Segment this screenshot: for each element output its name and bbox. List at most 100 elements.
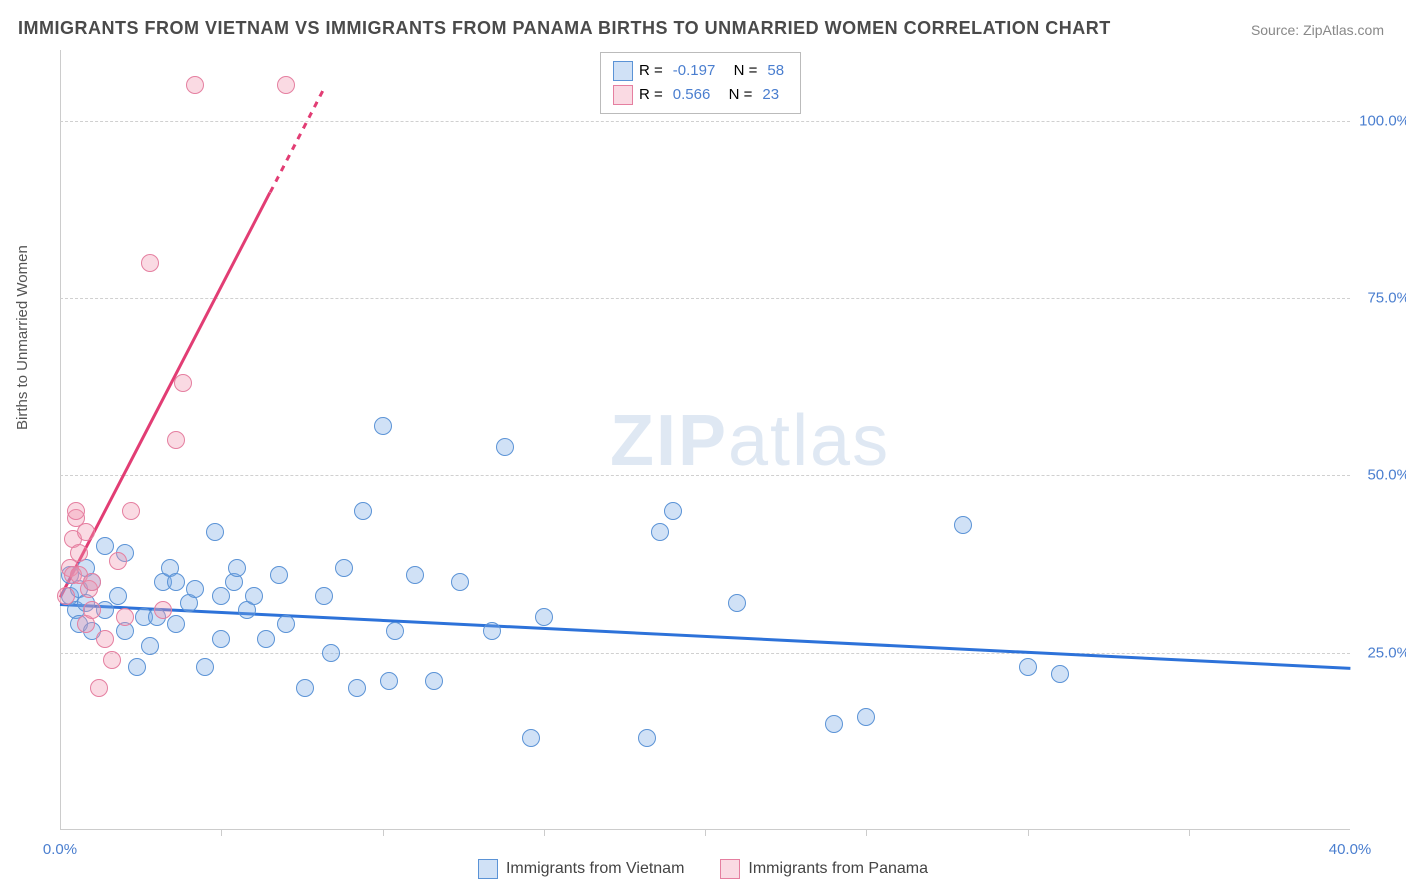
data-point xyxy=(638,729,656,747)
series-legend-item: Immigrants from Panama xyxy=(720,859,928,879)
data-point xyxy=(315,587,333,605)
legend-r-value: -0.197 xyxy=(673,59,716,83)
data-point xyxy=(425,672,443,690)
x-tick-mark xyxy=(221,830,222,836)
data-point xyxy=(857,708,875,726)
data-point xyxy=(954,516,972,534)
legend-row: R = 0.566 N = 23 xyxy=(613,83,788,107)
data-point xyxy=(196,658,214,676)
legend-r-label: R = xyxy=(639,59,663,83)
data-point xyxy=(406,566,424,584)
y-axis-label: Births to Unmarried Women xyxy=(14,245,31,430)
correlation-legend: R = -0.197 N = 58R = 0.566 N = 23 xyxy=(600,52,801,114)
source-attribution: Source: ZipAtlas.com xyxy=(1251,22,1384,38)
data-point xyxy=(228,559,246,577)
data-point xyxy=(374,417,392,435)
data-point xyxy=(664,502,682,520)
data-point xyxy=(141,637,159,655)
grid-line xyxy=(60,475,1350,476)
x-tick-mark xyxy=(1028,830,1029,836)
data-point xyxy=(483,622,501,640)
data-point xyxy=(206,523,224,541)
data-point xyxy=(57,587,75,605)
data-point xyxy=(380,672,398,690)
data-point xyxy=(496,438,514,456)
chart-title: IMMIGRANTS FROM VIETNAM VS IMMIGRANTS FR… xyxy=(18,18,1111,39)
grid-line xyxy=(60,298,1350,299)
data-point xyxy=(348,679,366,697)
legend-row: R = -0.197 N = 58 xyxy=(613,59,788,83)
y-axis-line xyxy=(60,50,61,830)
data-point xyxy=(90,679,108,697)
x-tick-label: 0.0% xyxy=(43,841,77,858)
data-point xyxy=(277,615,295,633)
data-point xyxy=(186,580,204,598)
series-legend-item: Immigrants from Vietnam xyxy=(478,859,684,879)
legend-r-label: R = xyxy=(639,83,663,107)
legend-n-label: N = xyxy=(720,83,752,107)
data-point xyxy=(335,559,353,577)
data-point xyxy=(83,601,101,619)
scatter-chart: ZIPatlas R = -0.197 N = 58R = 0.566 N = … xyxy=(60,50,1350,830)
y-tick-label: 75.0% xyxy=(1367,290,1406,307)
data-point xyxy=(296,679,314,697)
x-tick-mark xyxy=(1189,830,1190,836)
data-point xyxy=(354,502,372,520)
data-point xyxy=(141,254,159,272)
data-point xyxy=(386,622,404,640)
data-point xyxy=(277,76,295,94)
x-tick-mark xyxy=(383,830,384,836)
data-point xyxy=(116,608,134,626)
legend-r-value: 0.566 xyxy=(673,83,711,107)
data-point xyxy=(122,502,140,520)
legend-swatch xyxy=(613,61,633,81)
trend-line-dashed xyxy=(269,86,326,193)
data-point xyxy=(109,587,127,605)
data-point xyxy=(83,573,101,591)
legend-n-label: N = xyxy=(725,59,757,83)
data-point xyxy=(70,544,88,562)
grid-line xyxy=(60,653,1350,654)
data-point xyxy=(825,715,843,733)
data-point xyxy=(522,729,540,747)
data-point xyxy=(322,644,340,662)
data-point xyxy=(212,587,230,605)
watermark-rest: atlas xyxy=(728,401,890,481)
data-point xyxy=(270,566,288,584)
y-tick-label: 50.0% xyxy=(1367,467,1406,484)
data-point xyxy=(103,651,121,669)
legend-swatch xyxy=(613,85,633,105)
legend-n-value: 23 xyxy=(762,83,779,107)
data-point xyxy=(728,594,746,612)
x-tick-mark xyxy=(544,830,545,836)
series-legend: Immigrants from Vietnam Immigrants from P… xyxy=(0,859,1406,884)
data-point xyxy=(67,502,85,520)
x-tick-label: 40.0% xyxy=(1329,841,1372,858)
watermark: ZIPatlas xyxy=(610,400,890,482)
legend-n-value: 58 xyxy=(767,59,784,83)
legend-swatch xyxy=(720,859,740,879)
y-tick-label: 25.0% xyxy=(1367,644,1406,661)
data-point xyxy=(245,587,263,605)
grid-line xyxy=(60,121,1350,122)
data-point xyxy=(257,630,275,648)
x-tick-mark xyxy=(866,830,867,836)
data-point xyxy=(212,630,230,648)
data-point xyxy=(128,658,146,676)
data-point xyxy=(1051,665,1069,683)
data-point xyxy=(535,608,553,626)
data-point xyxy=(96,630,114,648)
series-name: Immigrants from Vietnam xyxy=(506,860,684,878)
data-point xyxy=(174,374,192,392)
data-point xyxy=(186,76,204,94)
x-tick-mark xyxy=(705,830,706,836)
data-point xyxy=(651,523,669,541)
data-point xyxy=(1019,658,1037,676)
data-point xyxy=(154,601,172,619)
data-point xyxy=(109,552,127,570)
watermark-bold: ZIP xyxy=(610,401,728,481)
legend-swatch xyxy=(478,859,498,879)
data-point xyxy=(77,523,95,541)
y-tick-label: 100.0% xyxy=(1359,112,1406,129)
data-point xyxy=(167,431,185,449)
